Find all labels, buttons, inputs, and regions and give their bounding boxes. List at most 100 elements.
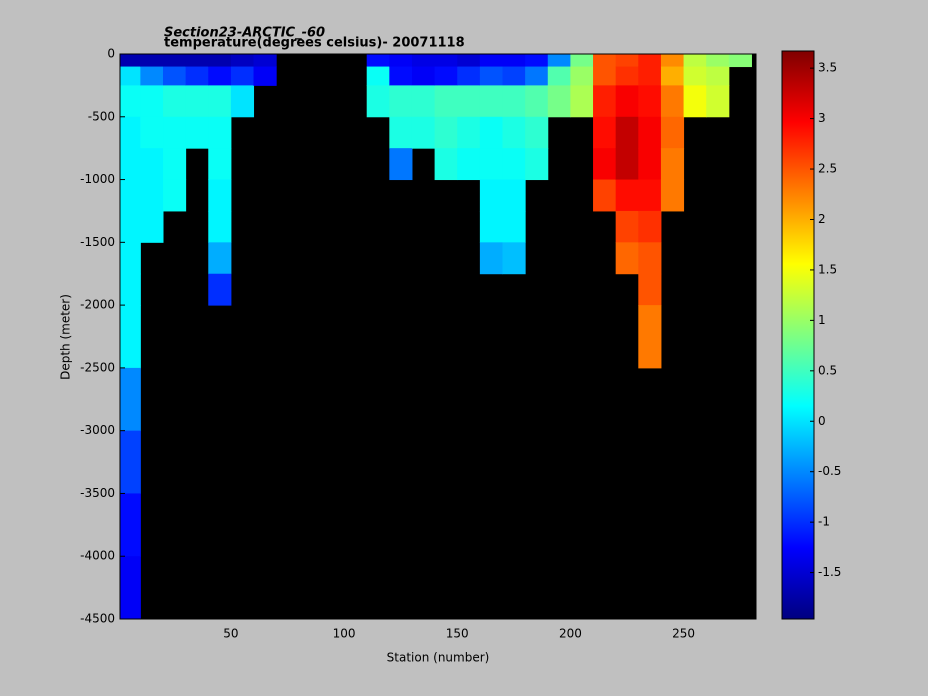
heat-cell [140, 66, 164, 86]
heat-cell [638, 273, 662, 306]
heat-cell [660, 148, 685, 181]
colorbar-tick-label: 2 [818, 212, 826, 226]
y-tick-label: -500 [88, 109, 115, 123]
y-tick-label: -1500 [80, 235, 115, 249]
x-tick-label: 250 [672, 627, 695, 641]
heat-cell [140, 54, 164, 68]
heat-cell [366, 54, 390, 68]
heat-cell [389, 116, 413, 149]
heat-cell [479, 85, 504, 118]
heat-cell [593, 148, 617, 181]
colorbar-tick-label: 2.5 [818, 162, 837, 176]
heat-cell [366, 66, 390, 86]
colorbar-tick-label: 0 [818, 414, 826, 428]
heat-cell [683, 54, 707, 68]
heat-cell [163, 85, 187, 118]
y-tick-label: -4000 [80, 549, 115, 563]
heat-cell [502, 116, 526, 149]
heat-cell [185, 116, 209, 149]
heat-cell [660, 179, 685, 212]
heat-cell [593, 179, 617, 212]
heat-cell [706, 54, 730, 68]
heat-cell [615, 179, 639, 212]
heat-cell [638, 54, 662, 68]
heat-cell [120, 210, 141, 243]
y-tick-label: -4500 [80, 612, 115, 626]
heat-cell [457, 85, 481, 118]
heat-cell [615, 116, 639, 149]
heat-cell [434, 148, 458, 181]
heat-cell [570, 85, 594, 118]
heat-cell [615, 85, 639, 118]
heat-cell [411, 85, 436, 118]
y-tick-label: -2500 [80, 360, 115, 374]
heat-cell [163, 116, 187, 149]
colorbar-tick-label: 3 [818, 111, 826, 125]
heat-cell [208, 179, 232, 212]
colorbar [781, 50, 815, 620]
heat-cell [140, 85, 164, 118]
heat-cell [593, 85, 617, 118]
heat-cell [120, 367, 141, 432]
heat-cell [593, 54, 617, 68]
heat-cell [502, 242, 526, 275]
y-tick-label: -1000 [80, 172, 115, 186]
heat-cell [615, 148, 639, 181]
y-tick-label: -2000 [80, 298, 115, 312]
heat-cell [140, 210, 164, 243]
heat-cell [502, 148, 526, 181]
heat-cell [120, 556, 141, 620]
heat-cell [120, 242, 141, 275]
heat-cell [615, 54, 639, 68]
heat-cell [638, 116, 662, 149]
heat-cell [593, 66, 617, 86]
heat-cell [479, 148, 504, 181]
heat-cell [525, 54, 549, 68]
colorbar-tick-label: -1.5 [818, 565, 841, 579]
x-tick-label: 150 [446, 627, 469, 641]
heat-cell [660, 116, 685, 149]
heat-cell [208, 116, 232, 149]
heat-cell [230, 66, 255, 86]
colorbar-tick-label: 1 [818, 313, 826, 327]
heat-cell [525, 148, 549, 181]
heat-cell [120, 305, 141, 369]
heat-cell [502, 210, 526, 243]
heat-cell [120, 116, 141, 149]
heat-cell [434, 85, 458, 118]
x-tick-label: 100 [333, 627, 356, 641]
heat-cell [502, 85, 526, 118]
chart-subtitle: temperature(degrees celsius)- 20071118 [164, 36, 465, 51]
heat-cell [525, 116, 549, 149]
heat-cell [163, 66, 187, 86]
heat-cell [411, 66, 436, 86]
heat-cell [120, 148, 141, 181]
heat-cell [728, 54, 752, 68]
colorbar-tick-label: -0.5 [818, 464, 841, 478]
heat-cell [253, 66, 277, 86]
heat-cell [389, 66, 413, 86]
heat-cell [660, 66, 685, 86]
heat-cell [457, 148, 481, 181]
colorbar-tick-label: 3.5 [818, 61, 837, 75]
heat-cell [120, 273, 141, 306]
heat-cell [140, 148, 164, 181]
heat-cell [208, 148, 232, 181]
x-axis-label: Station (number) [387, 651, 490, 665]
plot-frame [119, 53, 757, 620]
heat-cell [615, 242, 639, 275]
heat-cell [163, 148, 187, 181]
heat-cell [479, 54, 504, 68]
heat-cell [706, 85, 730, 118]
heat-cell [638, 148, 662, 181]
heat-cell [434, 66, 458, 86]
heat-cell [502, 179, 526, 212]
heat-cell [660, 54, 685, 68]
heat-cell [638, 305, 662, 369]
heat-cell [411, 54, 436, 68]
heat-cell [185, 85, 209, 118]
heat-cell [434, 116, 458, 149]
heat-cell [615, 66, 639, 86]
